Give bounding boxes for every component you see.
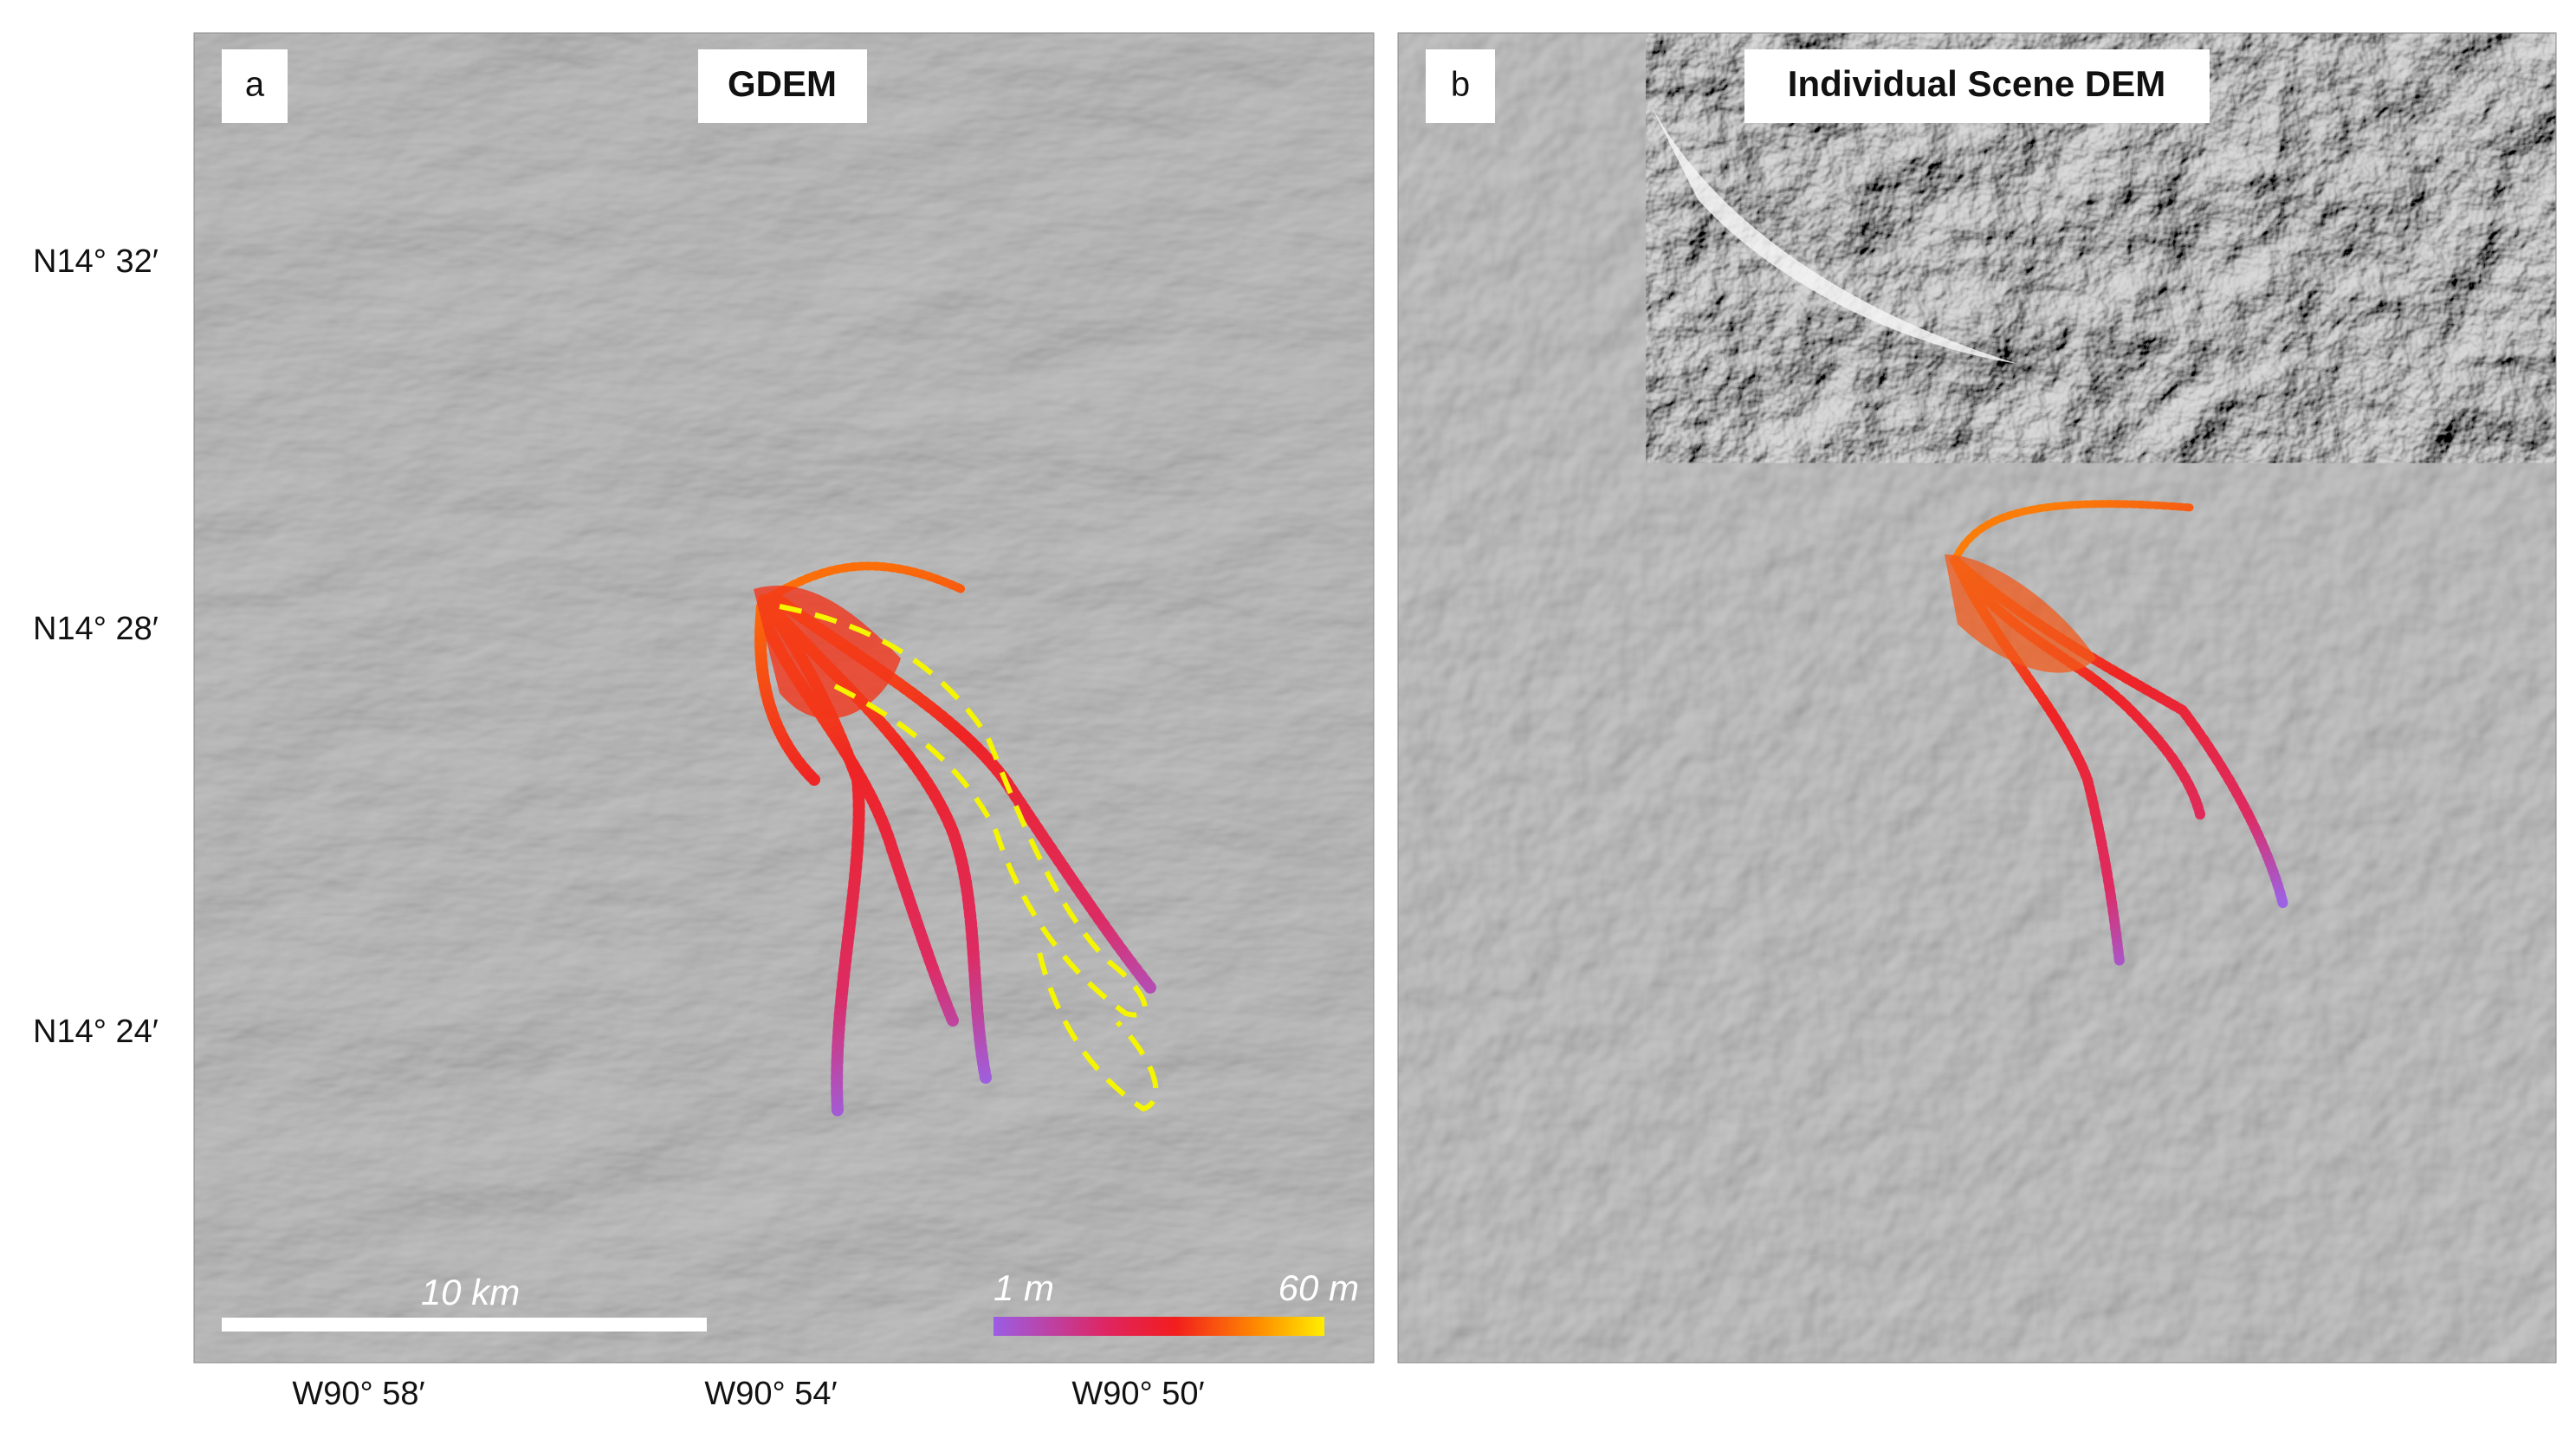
panel-a-map <box>194 33 1374 1363</box>
colorbar <box>994 1317 1324 1336</box>
colorbar-max-label: 60 m <box>1278 1267 1359 1308</box>
label-box <box>1426 49 1495 123</box>
longitude-label: W90° 58′ <box>292 1376 424 1412</box>
longitude-label: W90° 50′ <box>1071 1376 1204 1412</box>
longitude-label: W90° 54′ <box>704 1376 837 1412</box>
panel-b-map <box>1398 33 2556 1363</box>
title-box <box>698 49 867 123</box>
label-box <box>222 49 288 123</box>
scale-bar <box>222 1318 707 1332</box>
panel-label: a <box>245 66 265 104</box>
title-box <box>1744 49 2210 123</box>
panel-label: b <box>1451 66 1470 104</box>
latitude-label: N14° 32′ <box>33 243 159 280</box>
latitude-label: N14° 24′ <box>33 1014 159 1050</box>
lava-core <box>1945 554 2096 673</box>
panel-title: Individual Scene DEM <box>1788 63 2165 104</box>
scale-bar-label: 10 km <box>421 1272 520 1312</box>
panel-title: GDEM <box>728 63 837 104</box>
colorbar-min-label: 1 m <box>994 1267 1054 1308</box>
panel-frame <box>193 32 1375 1364</box>
latitude-label: N14° 28′ <box>33 611 159 647</box>
lava-core <box>754 586 901 719</box>
panel-frame <box>1397 32 2557 1364</box>
